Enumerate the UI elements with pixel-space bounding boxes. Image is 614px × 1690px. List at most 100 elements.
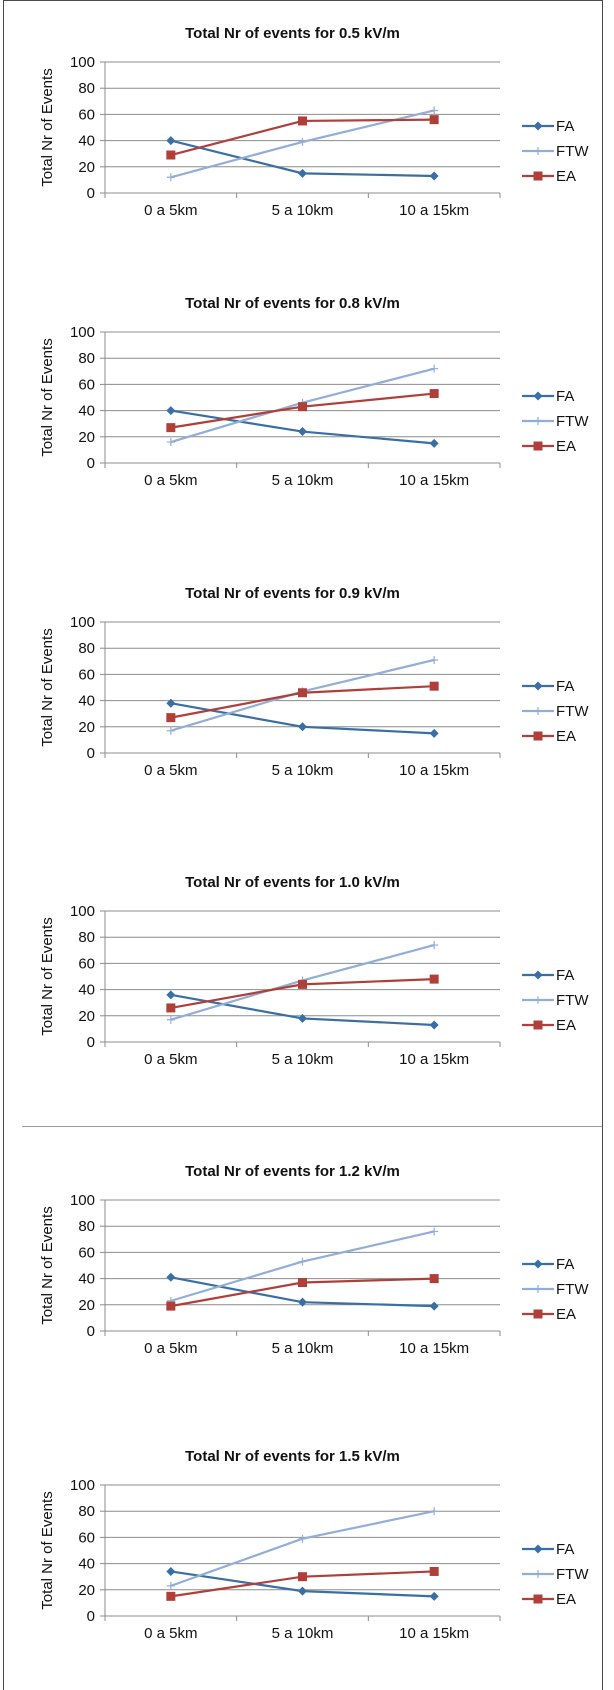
legend-marker-ftw [534,417,542,425]
x-tick-label: 5 a 10km [272,1051,334,1068]
legend-marker-ea [533,731,543,741]
data-point-fa [298,1586,307,1596]
chart-title: Total Nr of events for 1.2 kV/m [185,1163,400,1180]
y-tick-label: 20 [78,719,95,736]
data-point-ea [166,1591,176,1601]
legend-label-fa: FA [556,118,574,135]
data-point-ea [298,402,307,412]
legend-label-ea: EA [556,728,576,745]
line-chart-3: Total Nr of events for 0.9 kV/m 0 20 40 60 80… [39,585,589,779]
chart-panel-2: Total Nr of events for 0.8 kV/m 0 20 40 60 80… [0,270,614,510]
y-tick-label: 0 [87,455,95,472]
y-tick-label: 100 [70,324,95,341]
legend-marker-fa [533,391,543,401]
data-point-fa [166,990,176,1000]
y-tick-label: 0 [87,185,95,202]
data-point-ftw [430,1227,439,1236]
legend-marker-ftw [534,1285,542,1293]
data-point-ea [429,389,439,399]
legend-label-ftw: FTW [556,1566,589,1583]
y-tick-label: 20 [78,429,95,446]
data-point-ftw [166,438,175,447]
chart-title: Total Nr of events for 1.5 kV/m [185,1448,400,1465]
y-tick-label: 0 [87,1608,95,1625]
y-tick-label: 80 [78,929,95,946]
y-tick-label: 100 [70,54,95,71]
legend-label-ea: EA [556,1306,576,1323]
legend-label-fa: FA [556,1541,574,1558]
legend-label-ea: EA [556,1017,576,1034]
y-tick-label: 100 [70,1477,95,1494]
data-point-fa [166,1272,176,1282]
legend-label-ea: EA [556,1591,576,1608]
chart-panel-1: Total Nr of events for 0.5 kV/m 0 20 40 60 80… [0,0,614,240]
data-point-ftw [166,1581,175,1590]
x-tick-label: 5 a 10km [272,202,334,219]
x-tick-label: 10 a 15km [399,762,469,779]
y-axis-label: Total Nr of Events [39,1206,56,1324]
chart-panel-6: Total Nr of events for 1.5 kV/m 0 20 40 60 80… [0,1423,614,1663]
data-point-fa [429,171,439,181]
y-tick-label: 40 [78,133,95,150]
y-tick-label: 40 [78,693,95,710]
chart-title: Total Nr of events for 0.8 kV/m [185,295,400,312]
y-tick-label: 40 [78,1271,95,1288]
data-point-ea [166,150,176,160]
x-tick-label: 10 a 15km [399,1625,469,1642]
legend-marker-ftw [534,147,542,155]
y-tick-label: 100 [70,614,95,631]
y-axis-label: Total Nr of Events [39,917,56,1035]
legend-label-ea: EA [556,438,576,455]
y-tick-label: 80 [78,350,95,367]
y-tick-label: 100 [70,903,95,920]
data-point-fa [429,728,439,738]
data-point-ftw [166,1015,175,1024]
data-point-fa [298,168,307,178]
y-axis-label: Total Nr of Events [39,338,56,456]
data-point-ftw [298,1534,307,1543]
data-point-ftw [430,364,439,373]
line-chart-4: Total Nr of events for 1.0 kV/m 0 20 40 60 80… [39,874,589,1068]
y-tick-label: 0 [87,1034,95,1051]
legend-label-ftw: FTW [556,1281,589,1298]
y-tick-label: 80 [78,1503,95,1520]
y-tick-label: 20 [78,1297,95,1314]
data-point-ftw [298,1257,307,1266]
data-point-ea [298,116,307,126]
y-axis-label: Total Nr of Events [39,628,56,746]
y-tick-label: 20 [78,1008,95,1025]
data-point-fa [429,438,439,448]
line-chart-6: Total Nr of events for 1.5 kV/m 0 20 40 60 80… [39,1448,589,1642]
data-point-ea [429,1274,439,1284]
data-point-ea [166,1003,176,1013]
data-point-fa [298,427,307,437]
x-tick-label: 0 a 5km [144,202,197,219]
data-point-ea [166,713,176,723]
x-tick-label: 10 a 15km [399,1340,469,1357]
legend-label-ftw: FTW [556,703,589,720]
data-point-fa [429,1020,439,1030]
legend-label-ftw: FTW [556,992,589,1009]
y-tick-label: 60 [78,666,95,683]
frame-left-border [3,0,4,1690]
series-line-fa [170,409,435,445]
y-tick-label: 60 [78,1529,95,1546]
legend-label-fa: FA [556,678,574,695]
legend-marker-ea [533,1594,543,1604]
legend-marker-ea [533,1309,543,1319]
y-tick-label: 40 [78,982,95,999]
chart-panel-3: Total Nr of events for 0.9 kV/m 0 20 40 60 80… [0,560,614,800]
chart-title: Total Nr of events for 0.5 kV/m [185,25,400,42]
chart-title: Total Nr of events for 0.9 kV/m [185,585,400,602]
x-tick-label: 10 a 15km [399,202,469,219]
y-tick-label: 0 [87,1323,95,1340]
legend-marker-ftw [534,1570,542,1578]
legend-label-fa: FA [556,1256,574,1273]
data-point-ea [166,1301,176,1311]
y-tick-label: 80 [78,640,95,657]
y-tick-label: 20 [78,159,95,176]
y-tick-label: 60 [78,955,95,972]
data-point-fa [166,406,176,416]
data-point-ea [298,1572,307,1582]
x-tick-label: 0 a 5km [144,472,197,489]
